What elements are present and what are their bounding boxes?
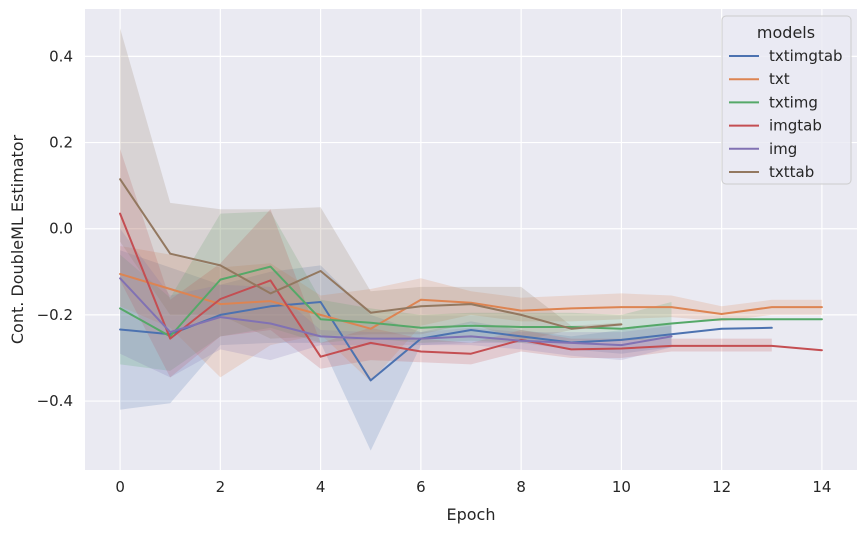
band-imgtab <box>120 149 772 378</box>
x-tick-label: 10 <box>612 478 631 496</box>
band-txt <box>120 246 822 382</box>
legend-box <box>721 15 852 185</box>
y-axis-label: Cont. DoubleML Estimator <box>8 134 27 344</box>
y-tick-label: 0.0 <box>49 220 73 238</box>
x-tick-label: 2 <box>216 478 226 496</box>
legend-label-img: img <box>769 140 797 158</box>
band-img <box>120 228 672 378</box>
series-lines <box>119 178 823 382</box>
band-txtimg <box>120 211 672 371</box>
legend-label-txt: txt <box>769 70 790 88</box>
x-tick-label: 8 <box>516 478 526 496</box>
legend-label-txtimg: txtimg <box>769 93 818 111</box>
band-txtimgtab <box>120 250 672 451</box>
legend-label-txttab: txttab <box>769 163 814 181</box>
confidence-bands <box>120 28 822 451</box>
line-txt <box>119 273 823 330</box>
x-tick-label: 14 <box>812 478 831 496</box>
legend-label-imgtab: imgtab <box>769 117 822 135</box>
x-axis-label: Epoch <box>447 505 496 524</box>
y-tick-label: 0.4 <box>49 47 73 65</box>
x-tick-label: 0 <box>115 478 125 496</box>
y-tick-label: −0.4 <box>37 392 73 410</box>
x-axis-ticks: 0 2 4 6 8 10 12 14 <box>115 478 831 496</box>
y-axis-ticks: −0.4 −0.2 0.0 0.2 0.4 <box>37 47 73 410</box>
line-img <box>119 277 673 347</box>
line-txtimgtab <box>119 301 773 382</box>
band-txttab <box>120 28 622 341</box>
legend-label-txtimgtab: txtimgtab <box>769 47 843 65</box>
x-tick-label: 6 <box>416 478 426 496</box>
y-tick-label: −0.2 <box>37 306 73 324</box>
x-tick-label: 12 <box>712 478 731 496</box>
legend-items: txtimgtab txt txtimg imgtab img txttab <box>729 47 843 181</box>
legend: models txtimgtab txt txtimg imgtab img txttab <box>721 15 852 185</box>
legend-title: models <box>757 23 815 42</box>
x-tick-label: 4 <box>316 478 326 496</box>
line-txttab <box>119 178 623 330</box>
y-tick-label: 0.2 <box>49 134 73 152</box>
line-imgtab <box>119 212 823 358</box>
